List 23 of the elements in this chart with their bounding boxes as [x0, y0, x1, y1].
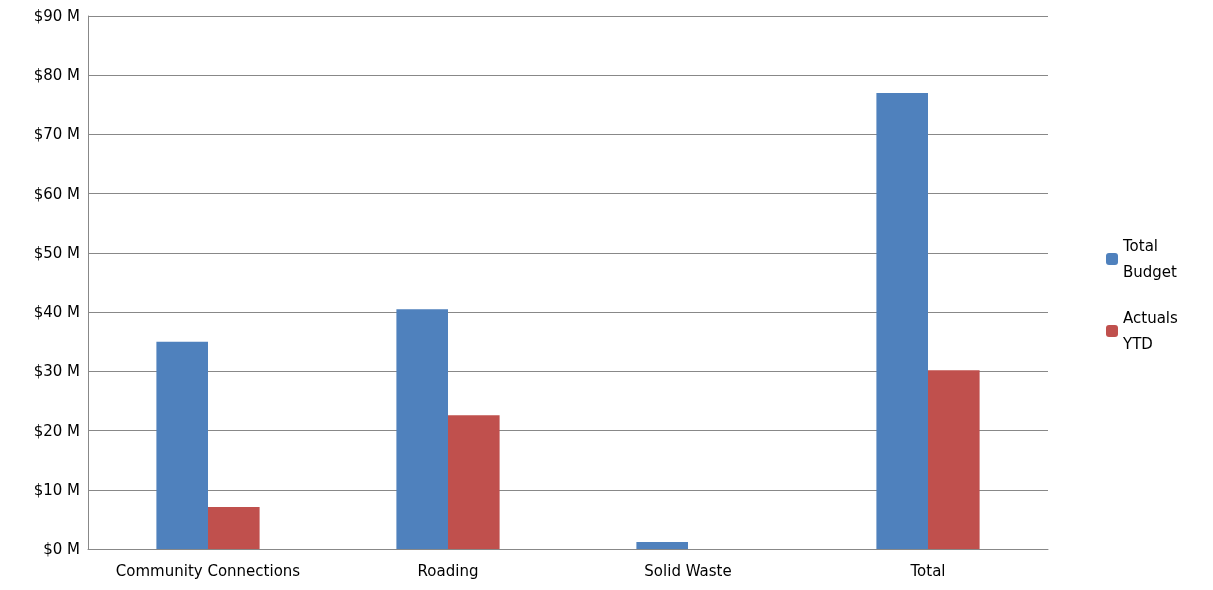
x-tick-label: Solid Waste	[644, 561, 732, 580]
y-tick-label: $90 M	[33, 7, 80, 25]
bar	[876, 92, 928, 549]
bar	[448, 415, 500, 549]
y-tick-label: $70 M	[33, 125, 80, 144]
y-tick-label: $20 M	[33, 421, 80, 440]
bar	[928, 370, 980, 549]
y-tick-label: $10 M	[33, 480, 80, 499]
x-tick-label: Community Connections	[115, 561, 301, 580]
x-tick-label: Total	[909, 561, 946, 580]
bar	[396, 309, 448, 549]
y-tick-label: $60 M	[33, 184, 80, 203]
y-tick-label: $40 M	[33, 303, 80, 322]
x-tick-label: Roading	[417, 561, 479, 580]
bar	[156, 341, 208, 549]
y-tick-label: $50 M	[33, 243, 80, 262]
legend-label: Actuals YTD	[1122, 309, 1183, 353]
y-tick-label: $80 M	[33, 66, 80, 85]
legend-label: Total Budget	[1122, 237, 1178, 281]
bar	[208, 506, 260, 549]
bar	[636, 541, 688, 549]
y-tick-label: $0 M	[43, 540, 80, 558]
y-tick-label: $30 M	[33, 362, 80, 381]
